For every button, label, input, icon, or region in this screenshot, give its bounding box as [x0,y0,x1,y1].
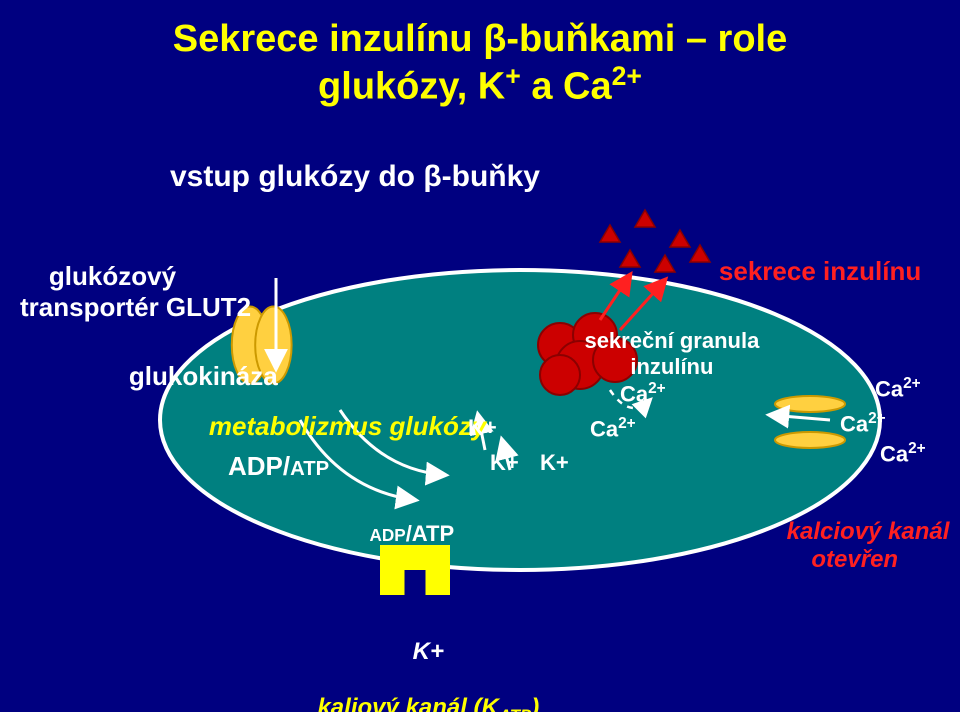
label-k-channel: K+ kaliový kanál (KATP) zavřen [270,610,560,712]
label-ca-out-3: Ca2+ [880,440,926,467]
label-k1: K+ [468,415,497,441]
label-ca-channel: kalciový kanálotevřen [760,490,949,602]
label-ca-inside-2: Ca2+ [590,415,636,442]
slide-root: Sekrece inzulínu β-buňkami – role glukóz… [0,0,960,712]
label-adp-atp-ratio: ADP/ATP [200,420,329,513]
label-k2: K+ [490,450,519,476]
label-adp-atp-product: ADP/ATP [345,495,454,573]
label-k3: K+ [540,450,569,476]
label-ca-inside-1: Ca2+ [620,380,666,407]
label-ca-out-1: Ca2+ [875,375,921,402]
label-ca-out-2: Ca2+ [840,410,886,437]
